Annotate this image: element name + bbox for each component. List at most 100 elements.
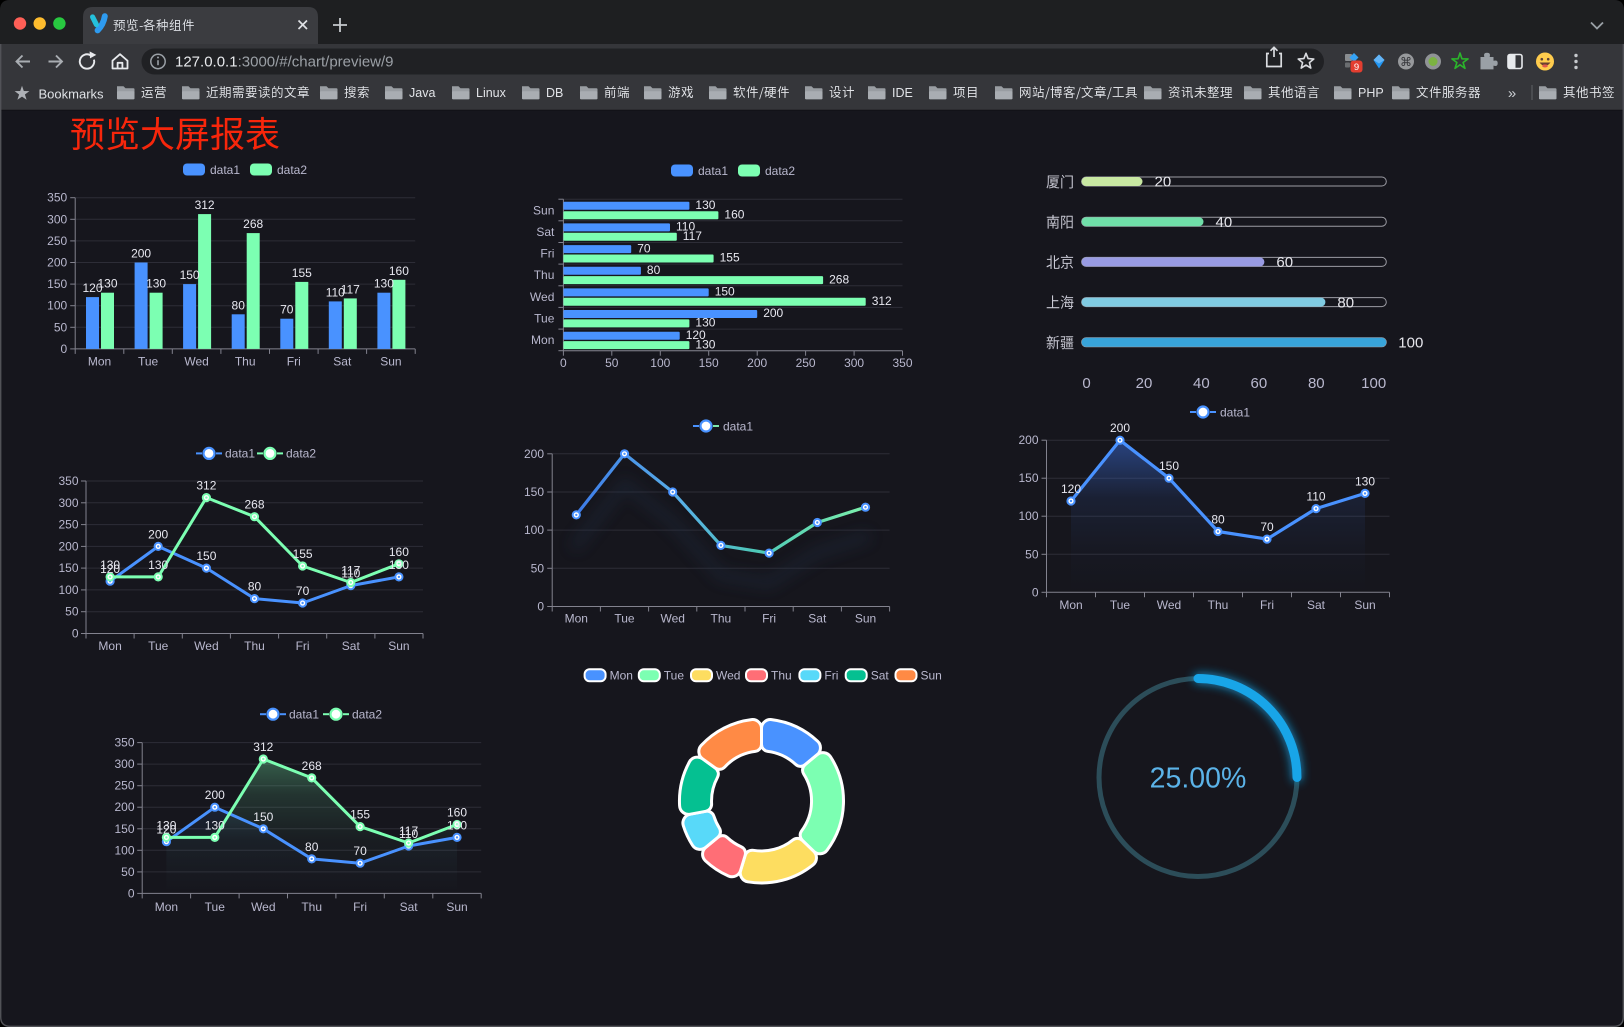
- svg-text:Sat: Sat: [342, 639, 361, 653]
- svg-text:155: 155: [720, 251, 740, 265]
- svg-text:130: 130: [97, 277, 117, 291]
- svg-text:300: 300: [114, 757, 134, 771]
- svg-text:150: 150: [196, 549, 216, 563]
- svg-text:200: 200: [205, 788, 225, 802]
- svg-text::3000/#/chart/preview/9: :3000/#/chart/preview/9: [238, 54, 394, 71]
- svg-text:Mon: Mon: [88, 354, 111, 368]
- svg-text:Sat: Sat: [1307, 598, 1326, 612]
- svg-text:0: 0: [1082, 375, 1090, 392]
- svg-text:data1: data1: [723, 419, 753, 433]
- svg-text:120: 120: [100, 562, 120, 576]
- svg-text:Tue: Tue: [614, 611, 635, 625]
- svg-text:268: 268: [302, 759, 322, 773]
- svg-text:Mon: Mon: [565, 611, 588, 625]
- svg-text:120: 120: [686, 328, 706, 342]
- svg-text:100: 100: [650, 356, 670, 370]
- svg-text:Tue: Tue: [664, 669, 685, 683]
- svg-text:160: 160: [389, 545, 409, 559]
- svg-text:150: 150: [1159, 459, 1179, 473]
- svg-text:80: 80: [1337, 294, 1354, 311]
- svg-text:150: 150: [715, 285, 735, 299]
- svg-text:Sat: Sat: [536, 225, 555, 239]
- svg-text:70: 70: [296, 584, 310, 598]
- svg-text:Tue: Tue: [138, 354, 159, 368]
- svg-text:200: 200: [763, 306, 783, 320]
- svg-text:50: 50: [65, 605, 79, 619]
- svg-text:Sat: Sat: [808, 611, 827, 625]
- svg-text:268: 268: [243, 217, 263, 231]
- svg-text:155: 155: [292, 266, 312, 280]
- svg-text:IDE: IDE: [892, 86, 913, 100]
- svg-text:150: 150: [47, 277, 67, 291]
- svg-text:Sun: Sun: [446, 900, 467, 914]
- svg-text:50: 50: [121, 865, 135, 879]
- svg-text:Sun: Sun: [533, 203, 554, 217]
- svg-text:data1: data1: [1220, 405, 1250, 419]
- svg-text:Sun: Sun: [388, 639, 409, 653]
- svg-text:150: 150: [114, 822, 134, 836]
- svg-text:Thu: Thu: [771, 669, 792, 683]
- svg-text:Sun: Sun: [1354, 598, 1375, 612]
- svg-text:Wed: Wed: [716, 669, 740, 683]
- svg-text:Bookmarks: Bookmarks: [39, 87, 105, 102]
- svg-text:Fri: Fri: [762, 611, 776, 625]
- svg-text:40: 40: [1216, 214, 1233, 231]
- svg-text:200: 200: [1018, 433, 1038, 447]
- svg-text:data2: data2: [352, 708, 382, 722]
- svg-text:70: 70: [280, 303, 294, 317]
- svg-text:120: 120: [1061, 482, 1081, 496]
- svg-text:80: 80: [232, 298, 246, 312]
- svg-text:Tue: Tue: [534, 312, 555, 326]
- svg-text:Fri: Fri: [287, 354, 301, 368]
- svg-text:Thu: Thu: [301, 900, 322, 914]
- svg-text:70: 70: [1260, 520, 1274, 534]
- svg-text:350: 350: [47, 191, 67, 205]
- svg-text:200: 200: [58, 539, 78, 553]
- svg-text:130: 130: [695, 316, 715, 330]
- svg-text:200: 200: [524, 447, 544, 461]
- svg-text:Mon: Mon: [1059, 598, 1082, 612]
- svg-text:130: 130: [447, 818, 467, 832]
- svg-text:Mon: Mon: [98, 639, 121, 653]
- svg-text:150: 150: [253, 810, 273, 824]
- svg-text:Wed: Wed: [194, 639, 218, 653]
- svg-text:data1: data1: [289, 708, 319, 722]
- svg-text:110: 110: [341, 567, 360, 581]
- svg-text:Thu: Thu: [1208, 598, 1229, 612]
- svg-text:Fri: Fri: [296, 639, 310, 653]
- svg-text:117: 117: [341, 564, 360, 578]
- svg-text:130: 130: [374, 277, 394, 291]
- svg-text:Fri: Fri: [1260, 598, 1274, 612]
- svg-text:312: 312: [872, 294, 892, 308]
- svg-text:268: 268: [244, 498, 264, 512]
- svg-text:80: 80: [1211, 513, 1225, 527]
- svg-text:130: 130: [389, 558, 409, 572]
- svg-text:130: 130: [156, 818, 176, 832]
- svg-text:130: 130: [695, 337, 715, 351]
- svg-text:data2: data2: [277, 163, 307, 177]
- svg-text:50: 50: [54, 320, 68, 334]
- svg-text:100: 100: [1398, 335, 1423, 352]
- svg-text:160: 160: [389, 264, 409, 278]
- svg-text:130: 130: [1355, 474, 1375, 488]
- svg-text:110: 110: [676, 220, 695, 234]
- svg-text:Fri: Fri: [353, 900, 367, 914]
- svg-text:150: 150: [699, 356, 719, 370]
- svg-text:312: 312: [253, 740, 273, 754]
- svg-text:70: 70: [637, 241, 651, 255]
- svg-text:250: 250: [47, 234, 67, 248]
- svg-text:»: »: [1508, 85, 1516, 102]
- svg-text:100: 100: [1361, 375, 1386, 392]
- svg-text:110: 110: [399, 827, 418, 841]
- svg-text:Thu: Thu: [244, 639, 265, 653]
- svg-text:150: 150: [58, 561, 78, 575]
- svg-text:Fri: Fri: [824, 669, 838, 683]
- svg-text:268: 268: [829, 272, 849, 286]
- svg-text:100: 100: [47, 299, 67, 313]
- svg-text:0: 0: [72, 627, 79, 641]
- svg-text:155: 155: [350, 808, 370, 822]
- svg-text:160: 160: [447, 806, 467, 820]
- svg-text:120: 120: [156, 823, 176, 837]
- svg-text:25.00%: 25.00%: [1150, 763, 1247, 795]
- svg-text:9: 9: [1354, 62, 1359, 73]
